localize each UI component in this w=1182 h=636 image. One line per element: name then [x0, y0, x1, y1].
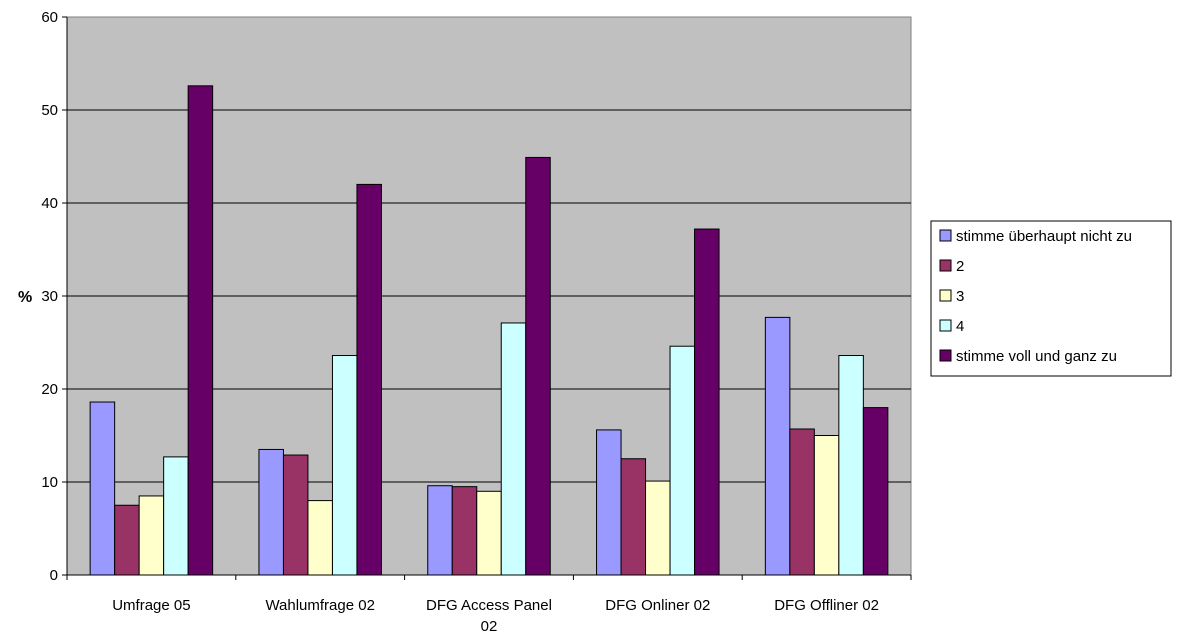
bar-4-5: [838, 355, 864, 576]
y-tick-labels: 0 10 20 30 40 50 60: [41, 9, 58, 584]
bar-1-1: [89, 401, 116, 576]
bar-5-4: [694, 228, 720, 576]
bar-2-4: [620, 458, 647, 576]
legend-swatch: [939, 229, 952, 242]
bar-2-5: [789, 428, 815, 576]
x-category-label: DFG Onliner 02: [605, 597, 710, 614]
y-tick-label: 50: [41, 102, 58, 119]
bar-4-2: [331, 355, 358, 576]
bar-3-4: [645, 480, 671, 576]
bar-3-2: [307, 500, 333, 576]
axes: [62, 16, 912, 580]
bar-4-3: [500, 322, 527, 576]
y-tick-label: 40: [41, 195, 58, 212]
y-tick-label: 20: [41, 381, 58, 398]
bar-3-5: [813, 435, 840, 576]
legend-label: 3: [956, 288, 964, 305]
y-axis-label: %: [18, 289, 32, 306]
x-category-labels: Umfrage 05 Wahlumfrage 02 DFG Access Panel…: [112, 597, 879, 635]
x-category-label: 02: [481, 618, 498, 635]
legend-label: stimme voll und ganz zu: [956, 348, 1117, 365]
bar-5-3: [525, 156, 551, 576]
bar-2-2: [282, 454, 309, 576]
y-tick-label: 0: [50, 567, 58, 584]
y-tick-label: 60: [41, 9, 58, 26]
bars: [89, 85, 889, 576]
bar-4-1: [163, 456, 189, 576]
bar-3-1: [138, 495, 165, 576]
y-tick-label: 30: [41, 288, 58, 305]
legend-swatch: [939, 319, 952, 332]
legend: stimme überhaupt nicht zu 2 3 4 stimme voll …: [930, 220, 1172, 377]
bar-5-1: [187, 85, 214, 576]
bar-1-5: [764, 316, 791, 576]
x-category-label: Wahlumfrage 02: [265, 597, 375, 614]
bar-1-3: [427, 485, 453, 576]
legend-box: [930, 220, 1172, 377]
bar-3-3: [476, 490, 502, 576]
legend-swatch: [939, 289, 952, 302]
legend-swatch: [939, 349, 952, 362]
bar-2-3: [451, 486, 478, 576]
bar-1-4: [596, 429, 622, 576]
y-tick-label: 10: [41, 474, 58, 491]
bar-4-4: [669, 345, 696, 576]
bar-5-2: [356, 183, 382, 576]
legend-label: 4: [956, 318, 964, 335]
bar-1-2: [258, 448, 284, 576]
bar-2-1: [114, 504, 140, 576]
legend-swatch: [939, 259, 952, 272]
bar-5-5: [862, 407, 889, 576]
legend-label: stimme überhaupt nicht zu: [956, 228, 1132, 245]
x-category-label: DFG Access Panel: [426, 597, 552, 614]
x-category-label: DFG Offliner 02: [774, 597, 879, 614]
x-category-label: Umfrage 05: [112, 597, 190, 614]
legend-label: 2: [956, 258, 964, 275]
